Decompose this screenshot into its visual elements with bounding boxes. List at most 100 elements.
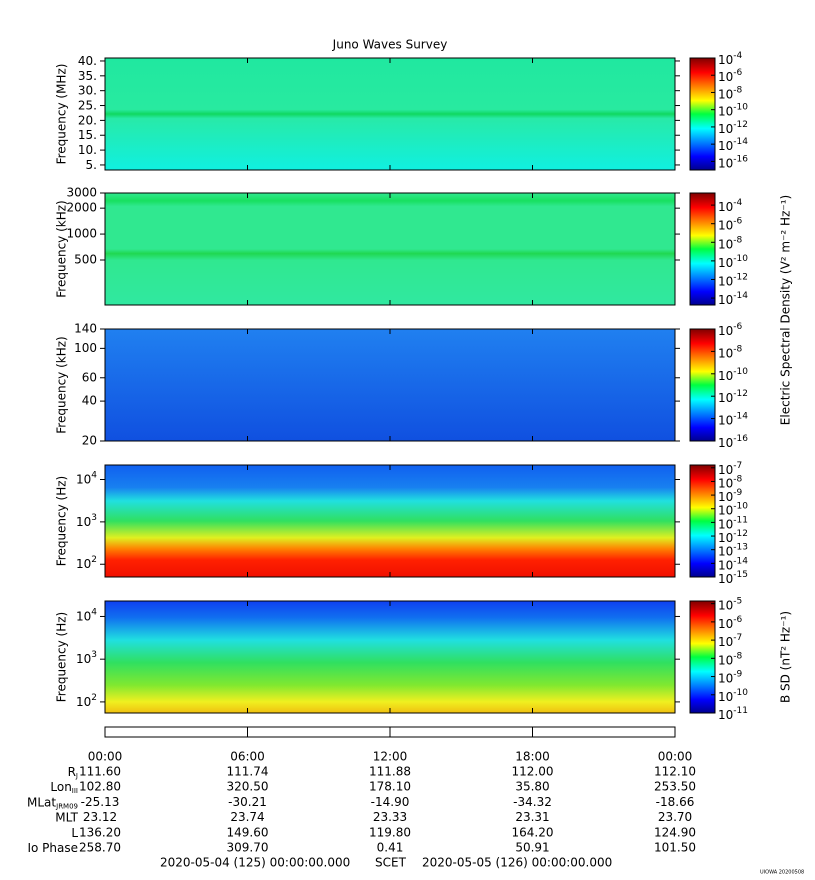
- colorbar-tick-label: 10-6: [718, 68, 743, 84]
- ephemeris-value: 102.80: [79, 780, 121, 794]
- y-tick-label-base: 35.: [78, 68, 97, 82]
- y-tick-label-base: 20.: [78, 113, 97, 127]
- y-tick-label: 140: [74, 322, 97, 336]
- colorbar-tick-label-exp: -8: [733, 344, 742, 354]
- colorbar-tick-label: 10-9: [718, 669, 743, 685]
- y-tick-label: 3000: [66, 186, 97, 200]
- colorbar-tick-label-base: 10: [718, 121, 733, 135]
- y-tick-label: 35.: [78, 68, 97, 82]
- ephemeris-value: 111.60: [79, 765, 121, 779]
- y-tick-label: 104: [76, 607, 97, 623]
- colorbar-tick-label: 10-10: [718, 102, 748, 118]
- colorbar-tick-label: 10-8: [718, 344, 743, 360]
- colorbar-tick-label-base: 10: [718, 689, 733, 703]
- colorbar-tick-label: 10-6: [718, 322, 743, 338]
- colorbar-tick-label-base: 10: [718, 368, 733, 382]
- ephemeris-value: 136.20: [79, 825, 121, 839]
- y-tick-label-exp: 4: [91, 470, 97, 480]
- colorbar-tick-label: 10-12: [718, 529, 748, 545]
- colorbar-tick-label-exp: -16: [733, 434, 748, 444]
- colorbar: [689, 600, 716, 714]
- colorbar-tick-label-base: 10: [718, 653, 733, 667]
- colorbar-tick-label: 10-6: [718, 216, 743, 232]
- ephemeris-value: 149.60: [227, 825, 269, 839]
- colorbar-tick-label-exp: -11: [733, 706, 748, 716]
- colorbar-tick-label-exp: -6: [733, 216, 742, 226]
- colorbar-tick-label-exp: -11: [733, 515, 748, 525]
- colorbar-tick-label-base: 10: [718, 671, 733, 685]
- y-tick-label: 2000: [66, 201, 97, 215]
- ephemeris-value: -34.32: [513, 795, 552, 809]
- colorbar-tick-label: 10-7: [718, 633, 742, 649]
- colorbar-tick-label: 10-14: [718, 556, 748, 572]
- spectrogram: [105, 329, 675, 441]
- y-tick-label: 102: [76, 692, 97, 708]
- colorbar-tick-label-exp: -9: [733, 488, 742, 498]
- colorbar-tick-label-exp: -6: [733, 614, 742, 624]
- ephemeris-value: 309.70: [227, 841, 269, 855]
- ephemeris-value: 23.33: [373, 810, 407, 824]
- ephemeris-value: 178.10: [369, 780, 411, 794]
- y-tick-label-base: 10: [76, 652, 91, 666]
- ephemeris-label: Io Phase: [27, 841, 78, 855]
- ephemeris-value: 164.20: [512, 825, 554, 839]
- footer-scet: SCET: [375, 856, 407, 870]
- y-tick-label: 103: [76, 512, 97, 528]
- colorbar-tick-label: 10-10: [718, 366, 748, 382]
- colorbar: [689, 464, 716, 578]
- colorbar-tick-label-base: 10: [718, 324, 733, 338]
- ephemeris-value: 112.00: [512, 765, 554, 779]
- ephemeris-label-main: Io Phase: [27, 841, 78, 855]
- colorbar-tick-label-exp: -14: [733, 137, 748, 147]
- spectrogram: [105, 193, 675, 305]
- colorbar-tick-label-base: 10: [718, 572, 733, 586]
- colorbar-tick-label-exp: -8: [733, 651, 742, 661]
- colorbar-tick-label-exp: -16: [733, 154, 748, 164]
- colorbar-tick-label-exp: -12: [733, 119, 748, 129]
- footer-start: 2020-05-04 (125) 00:00:00.000: [160, 856, 350, 870]
- colorbar-tick-label-exp: -6: [733, 322, 742, 332]
- ephemeris-value: 253.50: [654, 780, 696, 794]
- colorbar-tick-label-exp: -8: [733, 474, 742, 484]
- colorbar-tick-label-base: 10: [718, 517, 733, 531]
- colorbar-tick-label-exp: -10: [733, 501, 748, 511]
- colorbar-tick-label: 10-12: [718, 389, 748, 405]
- colorbar-tick-label-base: 10: [718, 436, 733, 450]
- y-tick-label-exp: 2: [91, 692, 97, 702]
- y-tick-label-base: 40.: [78, 53, 97, 67]
- ephemeris-value: 320.50: [227, 780, 269, 794]
- y-tick-label-base: 10: [76, 472, 91, 486]
- ephemeris-value: 101.50: [654, 841, 696, 855]
- colorbar-tick-label: 10-14: [718, 137, 748, 153]
- colorbar-tick-label-base: 10: [718, 635, 733, 649]
- colorbar-tick-label-base: 10: [718, 293, 733, 307]
- colorbar-tick-label: 10-8: [718, 85, 743, 101]
- colorbar-tick-label-base: 10: [718, 490, 733, 504]
- ephemeris-value: -25.13: [81, 795, 120, 809]
- colorbar-tick-label: 10-16: [718, 434, 748, 450]
- colorbar-tick-label-base: 10: [718, 346, 733, 360]
- colorbar-tick-label: 10-14: [718, 291, 748, 307]
- colorbar-tick-label: 10-8: [718, 651, 743, 667]
- y-tick-label-base: 10: [76, 694, 91, 708]
- colorbar-tick-label-base: 10: [718, 391, 733, 405]
- colorbar-tick-label: 10-14: [718, 411, 748, 427]
- colorbar-tick-label: 10-9: [718, 488, 743, 504]
- ephemeris-value: 23.70: [658, 810, 692, 824]
- colorbar-tick-label-base: 10: [718, 598, 733, 612]
- colorbar-tick-label-exp: -12: [733, 272, 748, 282]
- y-tick-label-base: 10.: [78, 143, 97, 157]
- colorbar-tick-label-exp: -9: [733, 669, 742, 679]
- ephemeris-value: 112.10: [654, 765, 696, 779]
- colorbar-tick-label: 10-8: [718, 235, 743, 251]
- colorbar-title: B SD (nT² Hz⁻¹): [779, 611, 793, 703]
- y-tick-label-exp: 3: [91, 650, 97, 660]
- y-tick-label-base: 10: [76, 557, 91, 571]
- ephemeris-label-sub: JRM09: [55, 802, 78, 810]
- ephemeris-value: 119.80: [369, 825, 411, 839]
- colorbar: [689, 192, 716, 306]
- colorbar-tick-label-exp: -6: [733, 68, 742, 78]
- y-axis-title: Frequency (kHz): [55, 336, 69, 433]
- ephemeris-label-main: MLT: [55, 810, 78, 824]
